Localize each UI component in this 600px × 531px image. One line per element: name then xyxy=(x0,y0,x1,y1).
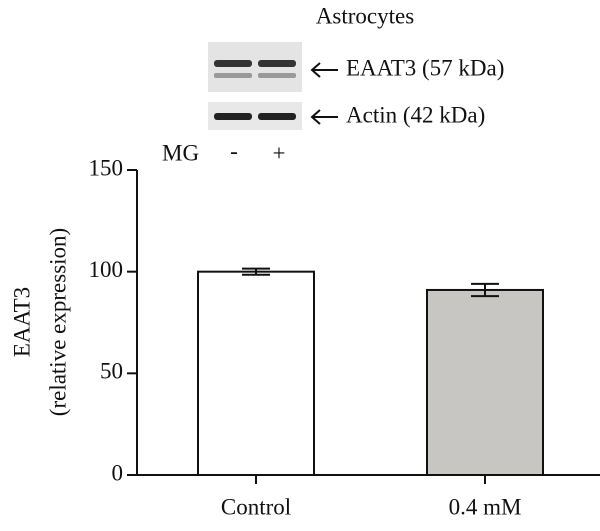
y-tick-label: 150 xyxy=(89,155,124,180)
y-tick-label: 0 xyxy=(112,460,124,485)
lane-label: - xyxy=(230,138,238,163)
blot-band xyxy=(258,113,296,120)
x-tick-label: 0.4 mM xyxy=(449,494,522,519)
blot-band xyxy=(214,73,252,78)
y-tick-label: 100 xyxy=(89,257,124,282)
error-bar xyxy=(471,282,499,298)
band-label: Actin (42 kDa) xyxy=(346,102,485,127)
y-tick-label: 50 xyxy=(100,359,123,384)
x-tick-label: Control xyxy=(221,494,291,519)
blot-band xyxy=(214,60,252,67)
blot-title: Astrocytes xyxy=(316,3,414,28)
lane-label: + xyxy=(273,140,286,165)
y-axis-label: EAAT3 xyxy=(9,287,34,357)
error-bar xyxy=(242,267,270,276)
blot-inset: Astrocytes EAAT3 (57 kDa) Actin (42 kDa)… xyxy=(162,3,504,165)
band-label: EAAT3 (57 kDa) xyxy=(346,55,504,80)
blot-band xyxy=(258,73,296,78)
y-axis-label: (relative expression) xyxy=(45,228,70,416)
bar xyxy=(197,270,315,476)
blot-band xyxy=(258,60,296,67)
arrow xyxy=(310,62,338,125)
blot-band xyxy=(214,113,252,120)
treatment-label: MG xyxy=(162,140,199,165)
bar xyxy=(426,288,544,477)
